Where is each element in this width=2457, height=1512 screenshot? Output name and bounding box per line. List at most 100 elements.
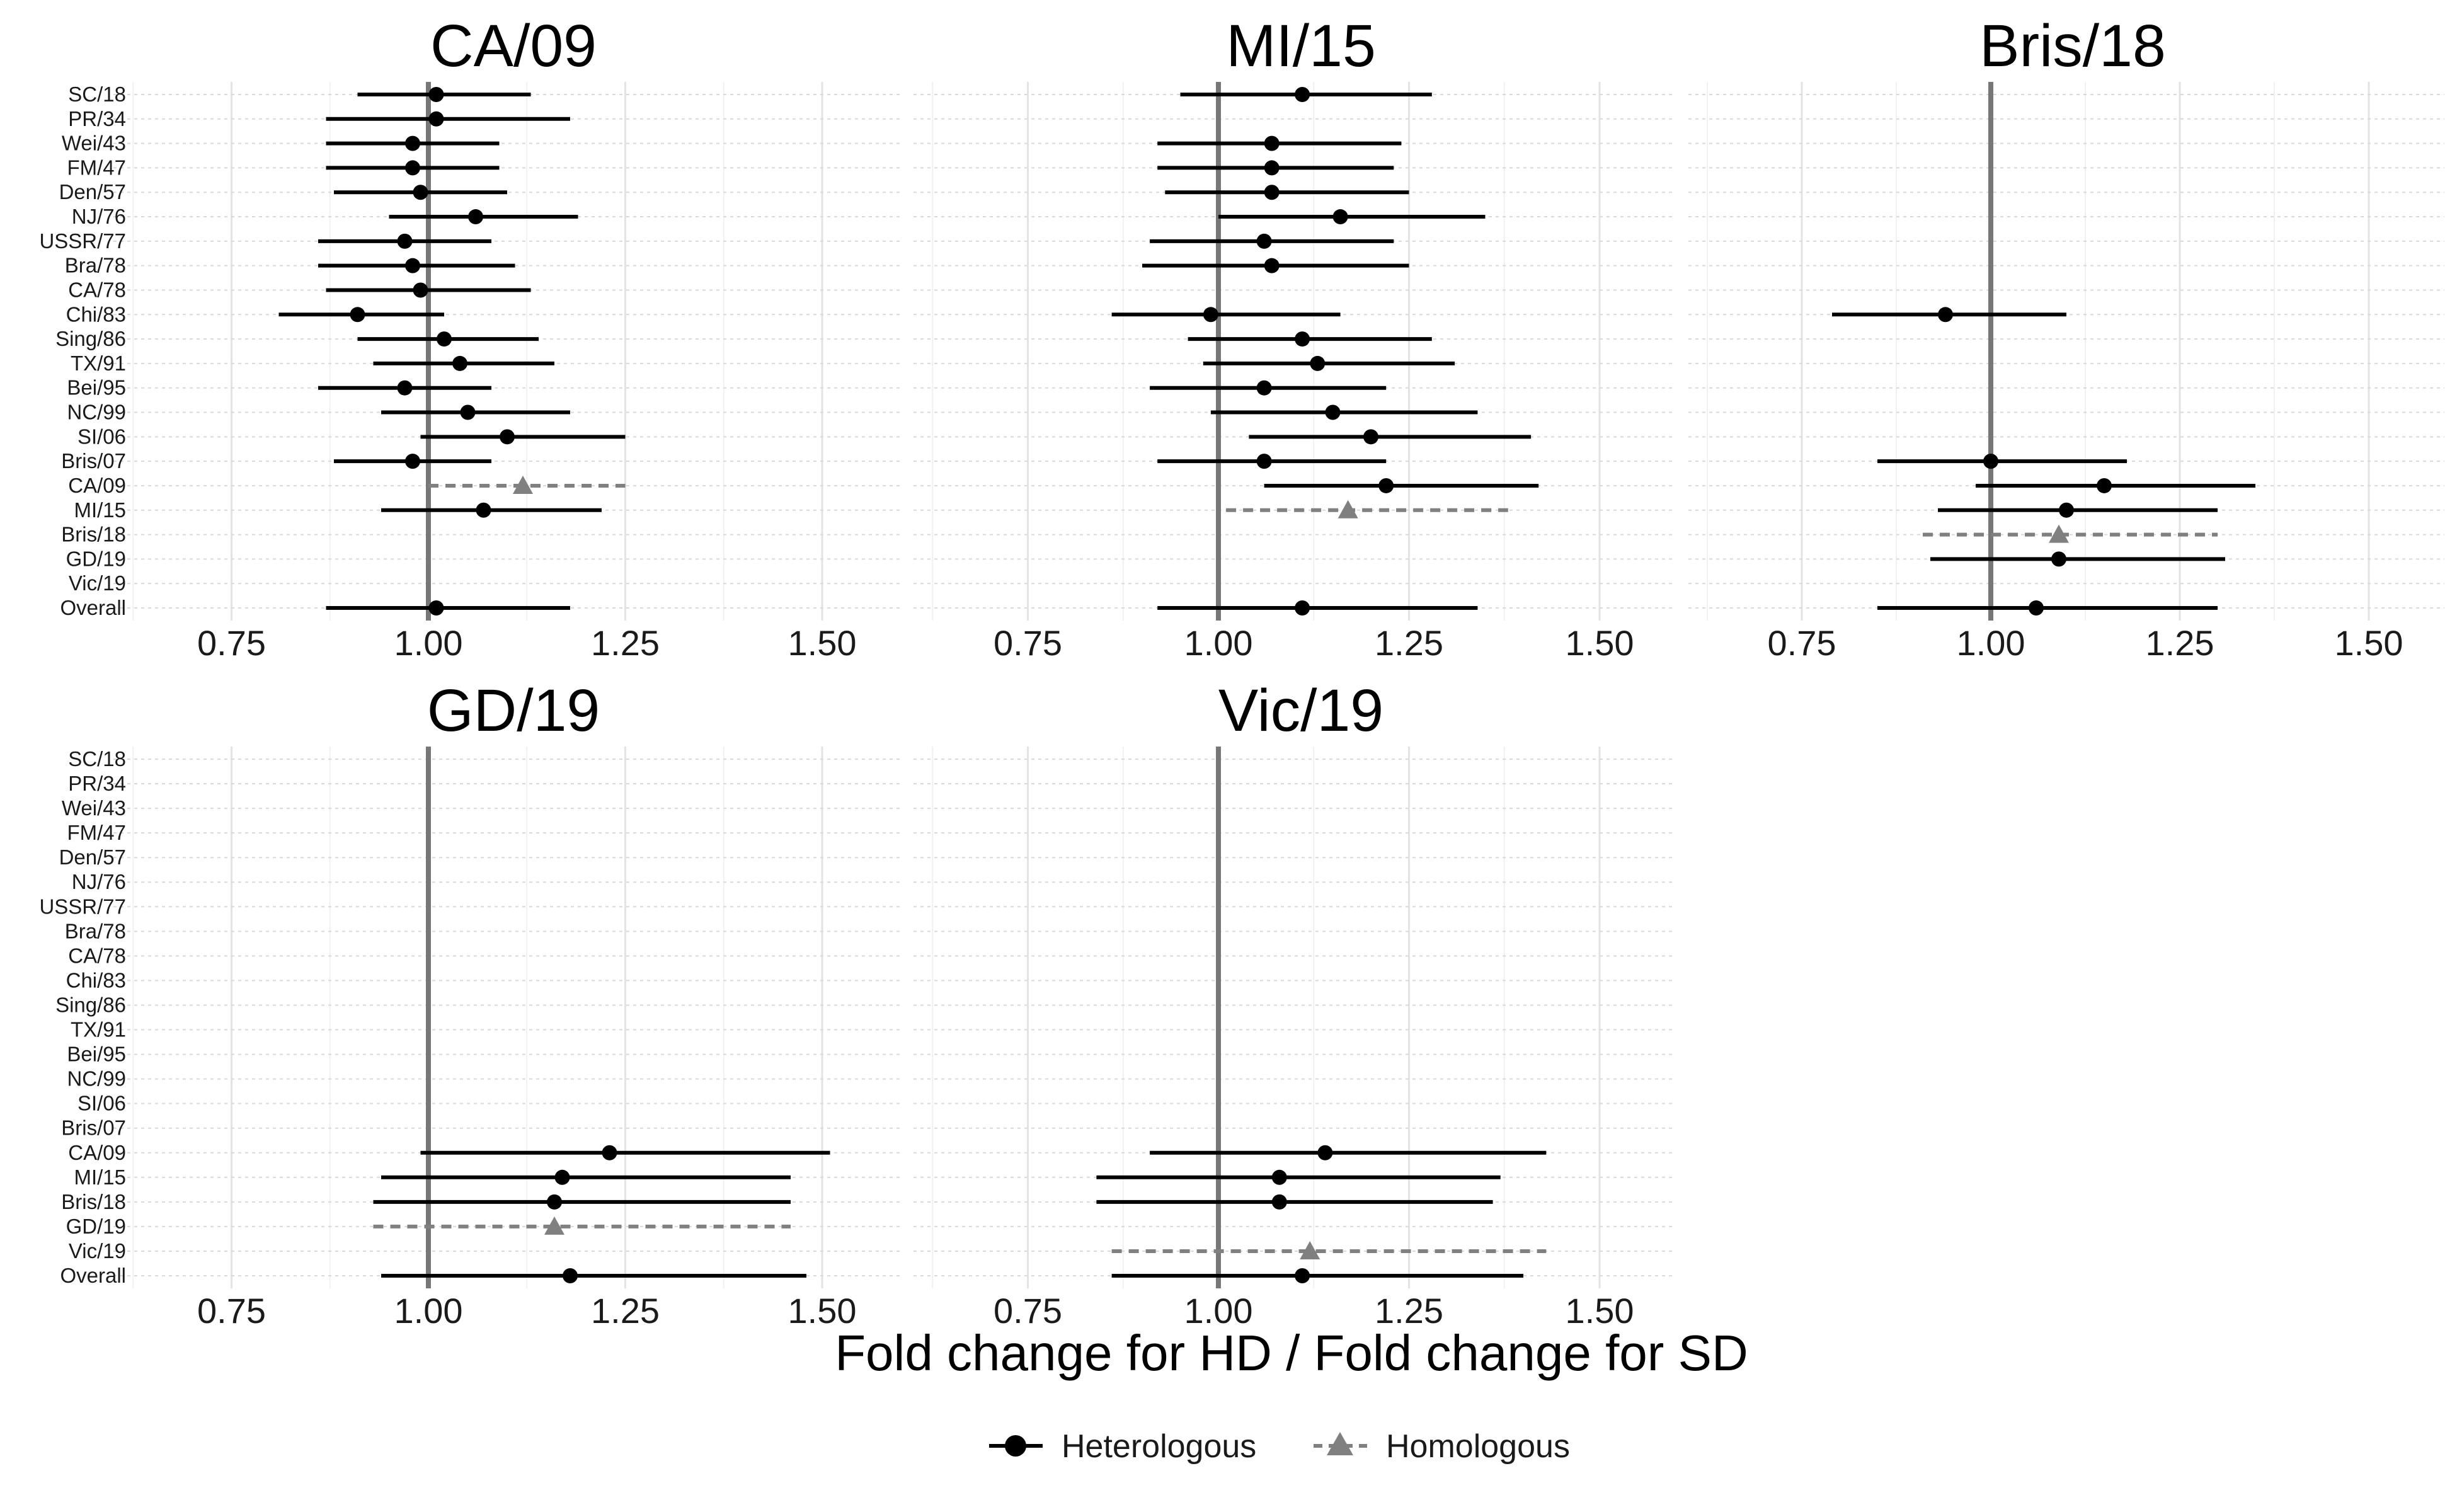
y-tick-label: NJ/76 [72,870,126,893]
heterologous-estimate-ca-78 [326,282,531,298]
y-tick-label: Vic/19 [69,571,126,595]
y-tick-label: Chi/83 [66,302,126,326]
legend-label: Heterologous [1062,1428,1256,1465]
circle-marker [452,355,467,371]
y-tick-label: Overall [60,596,126,619]
circle-marker [1256,233,1272,249]
circle-marker [1938,307,1953,323]
x-tick-label: 1.00 [394,623,463,663]
y-tick-label: TX/91 [71,1018,126,1041]
y-tick-label: SC/18 [68,747,126,770]
heterologous-estimate-tx-91 [1203,355,1455,371]
heterologous-estimate-mi-15 [381,502,602,518]
y-tick-label: TX/91 [71,352,126,375]
circle-marker [350,307,365,323]
heterologous-estimate-bris-07 [1877,454,2127,469]
circle-marker [405,454,420,469]
homologous-estimate-mi-15 [1226,500,1508,518]
triangle-marker [1300,1240,1320,1259]
y-tick-label: PR/34 [68,107,126,130]
heterologous-estimate-nj-76 [389,209,578,225]
y-tick-label: Overall [60,1264,126,1287]
y-tick-label: Bei/95 [67,1043,126,1066]
y-tick-label: Wei/43 [62,796,126,820]
heterologous-estimate-sing-86 [1188,331,1432,347]
y-tick-label: MI/15 [74,498,126,522]
circle-marker [413,185,428,200]
y-tick-label: FM/47 [67,156,126,179]
heterologous-estimate-ca-09 [420,1145,830,1160]
heterologous-estimate-chi-83 [1832,307,2066,323]
heterologous-estimate-bris-18 [373,1194,791,1210]
x-tick-label: 1.25 [591,623,660,663]
y-tick-label: NC/99 [67,401,126,424]
circle-marker [1363,429,1378,445]
circle-marker [428,111,444,127]
heterologous-estimate-overall [1877,600,2218,616]
heterologous-estimate-den-57 [1165,185,1409,200]
circle-marker [405,258,420,273]
y-tick-label: Vic/19 [69,1239,126,1263]
homologous-estimate-bris-18 [1923,524,2218,543]
circle-marker [1264,258,1280,273]
triangle-marker [2049,524,2069,543]
legend-circle-marker [1005,1435,1026,1457]
heterologous-estimate-bei-95 [1150,380,1387,396]
heterologous-estimate-si-06 [420,429,626,445]
circle-marker [2059,502,2074,518]
circle-marker [405,135,420,151]
circle-marker [1271,1194,1287,1210]
triangle-marker [1337,500,1358,518]
y-tick-label: NJ/76 [72,205,126,228]
circle-marker [1983,454,1998,469]
x-tick-label: 1.00 [1184,623,1253,663]
heterologous-estimate-mi-15 [1096,1169,1501,1185]
y-tick-label: FM/47 [67,821,126,844]
circle-marker [2029,600,2044,616]
y-tick-label: Bris/18 [61,523,126,546]
y-tick-label: Chi/83 [66,968,126,992]
heterologous-estimate-bris-18 [1096,1194,1493,1210]
heterologous-estimate-mi-15 [381,1169,791,1185]
legend-label: Homologous [1386,1428,1570,1465]
heterologous-estimate-ca-09 [1264,478,1539,493]
heterologous-estimate-tx-91 [373,355,554,371]
y-tick-label: USSR/77 [39,895,126,918]
x-tick-label: 1.50 [788,623,857,663]
x-tick-label: 1.50 [1566,623,1634,663]
circle-marker [1325,404,1341,420]
circle-marker [1295,331,1310,347]
circle-marker [1317,1145,1333,1160]
x-tick-label: 1.25 [1375,623,1443,663]
x-tick-label: 0.75 [197,1291,266,1331]
heterologous-estimate-overall [1157,600,1478,616]
y-tick-label: Bei/95 [67,376,126,399]
circle-marker [1264,135,1280,151]
circle-marker [413,282,428,298]
circle-marker [405,160,420,176]
heterologous-estimate-si-06 [1249,429,1532,445]
heterologous-estimate-wei-43 [1157,135,1402,151]
circle-marker [602,1145,617,1160]
circle-marker [563,1268,578,1283]
circle-marker [397,380,413,396]
y-tick-label: Bris/07 [61,1116,126,1140]
heterologous-estimate-wei-43 [326,135,500,151]
y-tick-label: SI/06 [77,1092,126,1115]
y-tick-label: CA/78 [68,278,126,301]
circle-marker [500,429,515,445]
triangle-marker [544,1216,564,1235]
y-tick-label: Sing/86 [55,327,126,350]
heterologous-estimate-ussr-77 [1150,233,1394,249]
y-tick-label: USSR/77 [39,229,126,253]
circle-marker [1295,87,1310,102]
y-tick-label: Sing/86 [55,993,126,1016]
x-tick-label: 1.50 [788,1291,857,1331]
panel-title: MI/15 [1226,13,1376,79]
circle-marker [1295,600,1310,616]
y-tick-label: Bra/78 [65,919,126,942]
circle-marker [1271,1169,1287,1185]
x-tick-label: 1.50 [1566,1291,1634,1331]
heterologous-estimate-den-57 [334,185,507,200]
heterologous-estimate-nc-99 [1210,404,1478,420]
